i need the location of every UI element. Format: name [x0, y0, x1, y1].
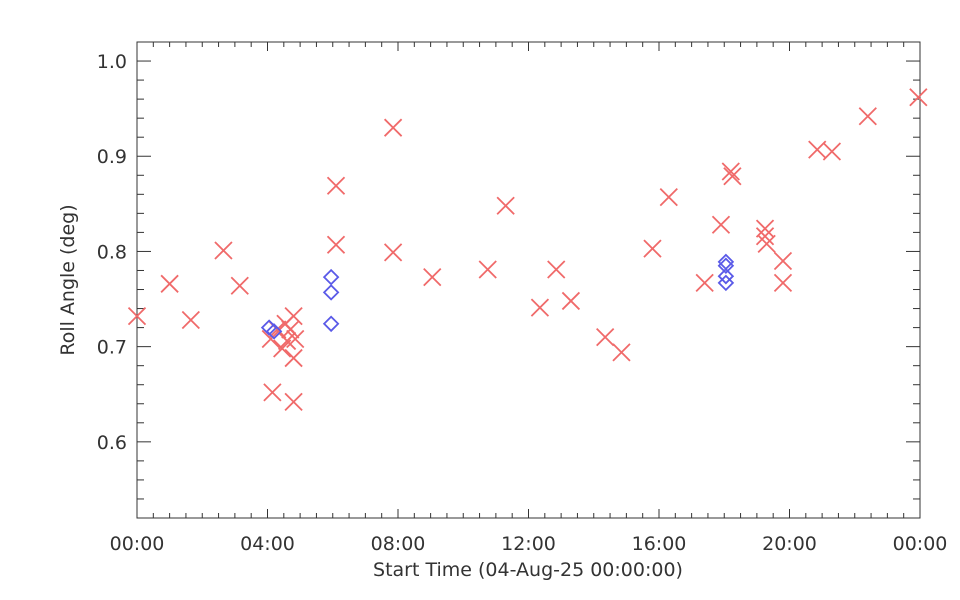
data-point-x: [695, 273, 714, 292]
y-axis-title: Roll Angle (deg): [57, 204, 79, 355]
x-axis-title: Start Time (04-Aug-25 00:00:00): [373, 559, 683, 581]
x-tick-label: 00:00: [893, 533, 948, 555]
data-point-x: [755, 219, 775, 238]
data-point-diamond: [717, 267, 735, 285]
data-point-x: [284, 348, 303, 368]
data-point-x: [181, 310, 200, 330]
y-tick-label: 0.8: [97, 241, 127, 263]
plot-frame: [136, 41, 921, 519]
data-point-x: [160, 274, 179, 293]
data-point-x: [496, 196, 515, 215]
data-point-x: [284, 307, 303, 326]
data-point-x: [561, 291, 581, 311]
y-tick-label: 0.9: [97, 146, 127, 168]
data-point-x: [711, 215, 731, 234]
data-point-x: [423, 268, 442, 287]
y-tick-label: 1.0: [97, 51, 127, 73]
data-point-x: [643, 239, 662, 258]
y-tick-label: 0.7: [97, 337, 127, 359]
data-point-x: [326, 176, 346, 195]
y-tick-label: 0.6: [97, 432, 127, 454]
data-point-x: [261, 329, 280, 349]
data-point-x: [757, 234, 776, 253]
data-point-x: [547, 260, 566, 279]
data-point-x: [659, 188, 678, 207]
data-point-x: [596, 327, 615, 347]
data-point-diamond: [717, 257, 735, 274]
data-point-diamond: [322, 284, 340, 301]
data-point-x: [723, 167, 742, 186]
data-point-x: [773, 273, 793, 292]
data-point-x: [277, 331, 297, 351]
data-point-x: [263, 383, 282, 402]
data-point-x: [822, 142, 842, 161]
x-tick-label: 16:00: [632, 533, 687, 555]
data-point-x: [773, 251, 793, 271]
data-point-x: [284, 392, 303, 411]
x-tick-label: 20:00: [762, 533, 817, 555]
data-point-x: [383, 243, 403, 262]
x-tick-label: 00:00: [110, 533, 165, 555]
data-point-x: [909, 88, 928, 107]
x-tick-label: 08:00: [371, 533, 426, 555]
data-point-x: [326, 235, 346, 254]
data-point-x: [858, 107, 877, 126]
data-point-diamond: [265, 323, 283, 340]
data-point-x: [286, 329, 305, 349]
data-point-diamond: [717, 274, 735, 292]
data-points: [127, 88, 928, 411]
data-point-x: [383, 118, 403, 137]
data-point-x: [808, 140, 827, 159]
data-point-diamond: [322, 315, 340, 333]
data-point-x: [530, 298, 550, 317]
data-point-x: [721, 162, 740, 181]
data-point-x: [612, 343, 631, 362]
data-point-x: [281, 320, 300, 339]
data-point-x: [127, 307, 147, 326]
axis-tick-labels: 00:00 04:00 08:00 12:00 16:00 20:00 00:00 0.6 0.…: [97, 51, 948, 555]
data-point-x: [214, 241, 233, 260]
data-point-diamond: [322, 268, 340, 286]
data-point-x: [755, 227, 775, 246]
x-tick-label: 12:00: [501, 533, 556, 555]
axis-ticks: [136, 42, 921, 518]
x-tick-label: 04:00: [240, 533, 295, 555]
data-point-x: [478, 260, 497, 279]
data-point-x: [230, 276, 249, 295]
